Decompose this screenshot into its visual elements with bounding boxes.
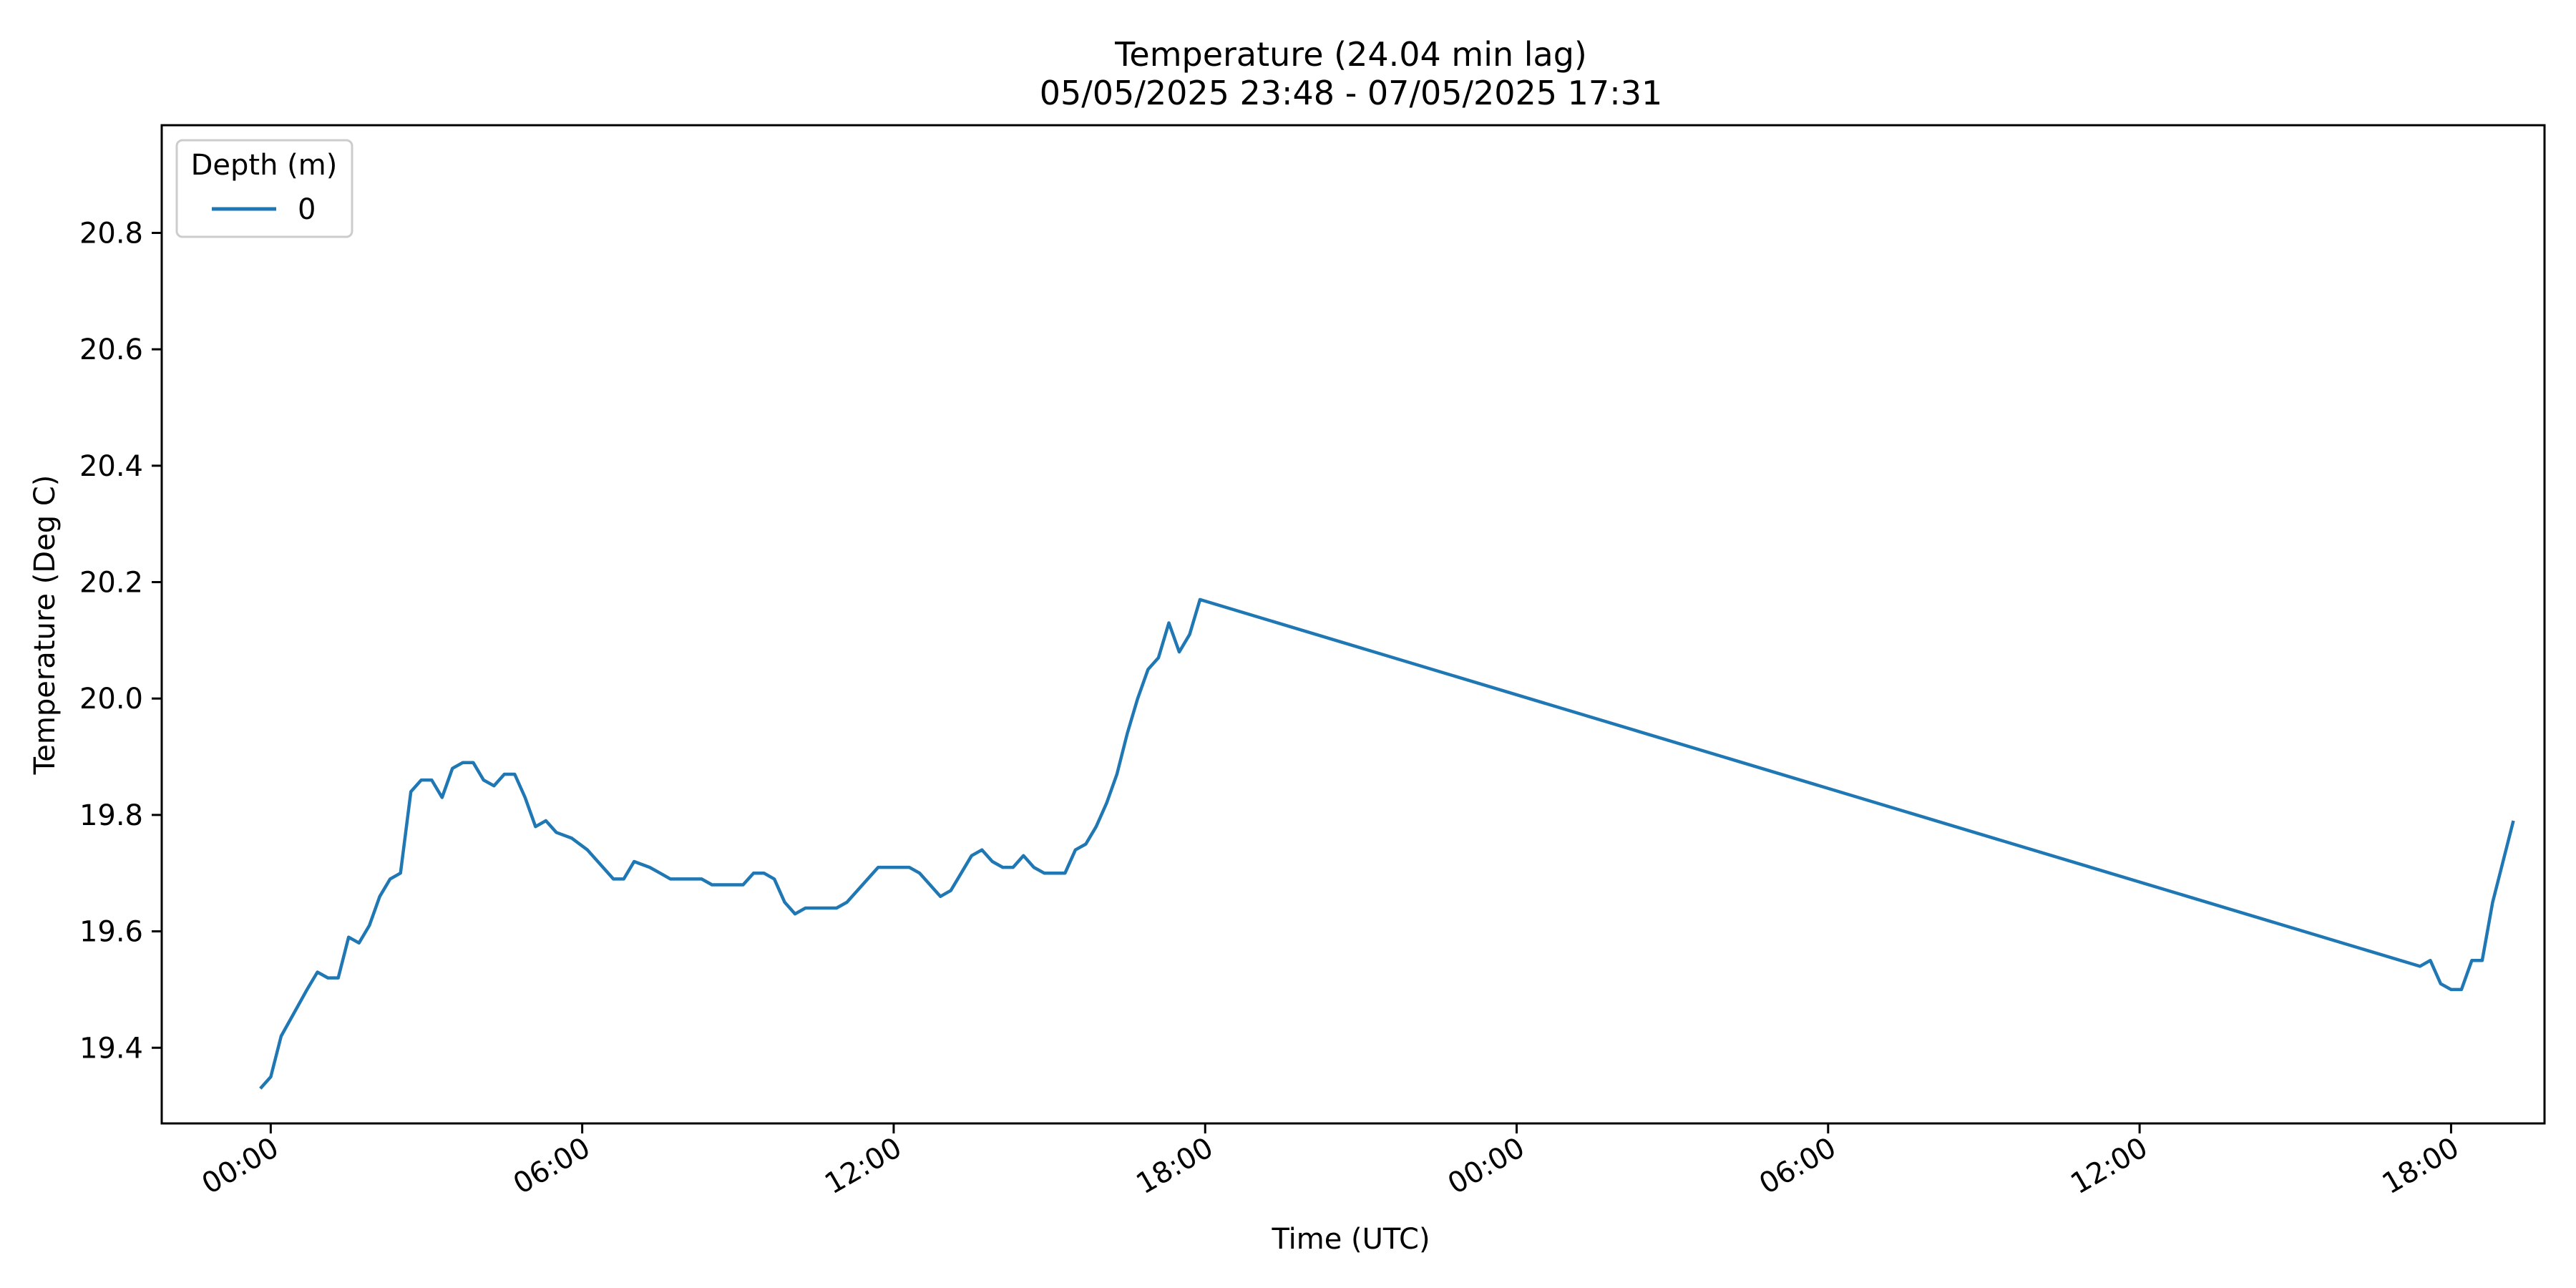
x-tick-label: 18:00 bbox=[1131, 1131, 1219, 1201]
legend: Depth (m) 0 bbox=[175, 139, 353, 238]
x-tick-label: 06:00 bbox=[508, 1131, 596, 1201]
plot-frame bbox=[160, 124, 2546, 1125]
y-tick-label: 20.6 bbox=[79, 333, 143, 366]
legend-entry-label: 0 bbox=[298, 193, 316, 226]
legend-title: Depth (m) bbox=[191, 149, 338, 182]
y-tick-label: 20.8 bbox=[79, 217, 143, 250]
y-tick-label: 19.8 bbox=[79, 799, 143, 832]
x-tick-label: 12:00 bbox=[819, 1131, 907, 1201]
x-axis-label: Time (UTC) bbox=[1271, 1223, 1430, 1256]
x-tick-label: 12:00 bbox=[2065, 1131, 2153, 1201]
x-tick-label: 00:00 bbox=[197, 1131, 285, 1201]
x-tick-label: 06:00 bbox=[1754, 1131, 1842, 1201]
x-tick-label: 00:00 bbox=[1443, 1131, 1531, 1201]
chart-subtitle: 05/05/2025 23:48 - 07/05/2025 17:31 bbox=[1040, 74, 1662, 112]
y-axis: 19.4 19.6 19.8 20.0 20.2 20.4 20.6 20.8 bbox=[79, 217, 162, 1065]
y-tick-label: 19.4 bbox=[79, 1032, 143, 1065]
y-tick-label: 19.6 bbox=[79, 916, 143, 949]
x-axis: 00:00 06:00 12:00 18:00 00:00 06:00 12:00 18:00 bbox=[197, 1123, 2465, 1201]
legend-box bbox=[175, 139, 353, 238]
plot-area bbox=[259, 597, 2515, 1090]
y-tick-label: 20.0 bbox=[79, 683, 143, 716]
y-axis-label: Temperature (Deg C) bbox=[29, 475, 62, 776]
series-line-0 bbox=[259, 597, 2515, 1090]
chart-title: Temperature (24.04 min lag) bbox=[1114, 35, 1587, 74]
x-tick-label: 18:00 bbox=[2377, 1131, 2465, 1201]
y-tick-label: 20.4 bbox=[79, 450, 143, 483]
y-tick-label: 20.2 bbox=[79, 567, 143, 600]
